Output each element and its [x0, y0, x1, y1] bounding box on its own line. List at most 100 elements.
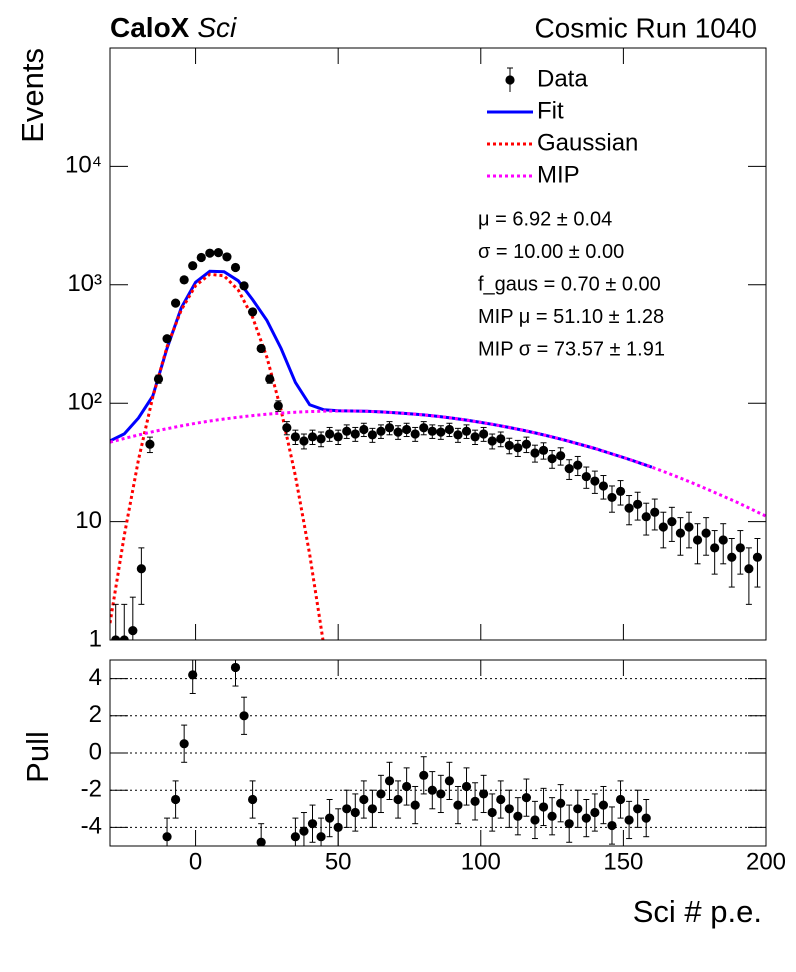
data-point	[521, 793, 532, 803]
data-point	[359, 424, 369, 435]
data-point	[556, 798, 566, 808]
data-point	[384, 423, 395, 433]
data-point	[564, 464, 574, 474]
legend-label: MIP	[537, 161, 580, 188]
data-point	[419, 770, 429, 780]
data-point	[119, 635, 129, 640]
title-suffix: Sci	[197, 12, 237, 43]
legend-label: Gaussian	[537, 129, 638, 156]
data-point	[162, 832, 172, 842]
data-point	[538, 445, 549, 455]
data-point	[513, 443, 523, 453]
plot-frame	[109, 659, 767, 847]
data-point	[641, 813, 651, 823]
data-point	[307, 819, 318, 829]
data-point	[222, 252, 232, 262]
data-point	[273, 401, 283, 411]
data-point	[213, 248, 223, 258]
y-tick-label: -2	[81, 776, 102, 803]
data-point	[504, 804, 514, 814]
data-point	[470, 432, 480, 442]
data-point	[479, 789, 489, 799]
x-tick-label: 150	[603, 848, 643, 875]
data-point	[316, 832, 326, 842]
data-point	[299, 436, 309, 446]
y-axis-title: Events	[15, 48, 50, 143]
data-point	[573, 460, 583, 470]
data-point	[342, 426, 352, 436]
plot-frame	[109, 47, 767, 641]
data-point	[427, 426, 437, 436]
data-point	[521, 439, 532, 449]
data-point	[735, 543, 745, 553]
data-point	[188, 261, 198, 271]
data-point	[641, 512, 651, 522]
data-point	[239, 281, 249, 291]
data-point	[701, 528, 711, 538]
data-point	[316, 434, 326, 444]
data-point	[744, 564, 754, 574]
data-point	[556, 451, 566, 461]
x-tick-label: 200	[746, 848, 786, 875]
data-point	[342, 804, 352, 814]
data-point	[607, 492, 617, 503]
data-point	[547, 454, 557, 464]
data-point	[333, 822, 343, 833]
data-point	[675, 528, 686, 538]
data-point	[230, 662, 241, 673]
data-point	[230, 262, 241, 273]
plot-area	[162, 660, 651, 846]
y-tick-label: 0	[89, 738, 102, 765]
data-point	[470, 796, 480, 806]
data-point	[615, 486, 626, 496]
data-point	[752, 552, 763, 562]
data-point	[727, 552, 737, 562]
y-tick-label: 2	[89, 701, 102, 728]
data-point	[658, 522, 668, 532]
x-tick-label: 50	[325, 848, 352, 875]
data-point	[607, 820, 617, 831]
data-point	[196, 252, 206, 263]
data-point	[299, 826, 309, 836]
data-point	[402, 781, 412, 792]
data-point	[710, 543, 720, 553]
data-point	[496, 794, 506, 805]
data-point	[384, 776, 395, 786]
data-point	[256, 837, 266, 846]
data-point	[290, 832, 300, 842]
data-point	[453, 800, 463, 810]
data-point	[650, 507, 660, 517]
chart-title: CaloX Sci	[110, 12, 237, 43]
data-point	[590, 807, 600, 818]
data-point	[496, 434, 506, 444]
plot-area	[110, 248, 766, 640]
y-tick-label: -4	[81, 813, 102, 840]
data-point	[530, 448, 540, 458]
data-point	[461, 426, 472, 436]
data-point	[376, 426, 386, 436]
data-point	[282, 423, 292, 433]
data-point	[436, 427, 446, 437]
data-point	[461, 781, 472, 792]
y-tick-label: 10	[75, 507, 102, 534]
data-point	[350, 429, 360, 439]
data-point	[256, 343, 266, 354]
data-point	[171, 298, 181, 308]
data-point	[188, 670, 198, 680]
data-point	[667, 517, 677, 527]
data-point	[393, 794, 403, 805]
data-point	[487, 807, 497, 818]
data-point	[538, 802, 549, 812]
fit-parameter: MIP μ = 51.10 ± 1.28	[478, 306, 664, 328]
data-point	[136, 564, 146, 574]
data-point	[633, 804, 643, 814]
curve-mip	[110, 409, 766, 518]
legend-label: Fit	[537, 97, 564, 124]
y-tick-label: 10⁴	[65, 152, 102, 179]
data-point	[410, 429, 420, 439]
data-point	[162, 334, 172, 344]
x-tick-label: 0	[189, 848, 202, 875]
data-point	[307, 432, 318, 442]
curve-gaussian	[110, 272, 325, 640]
title-main: CaloX	[110, 12, 190, 43]
